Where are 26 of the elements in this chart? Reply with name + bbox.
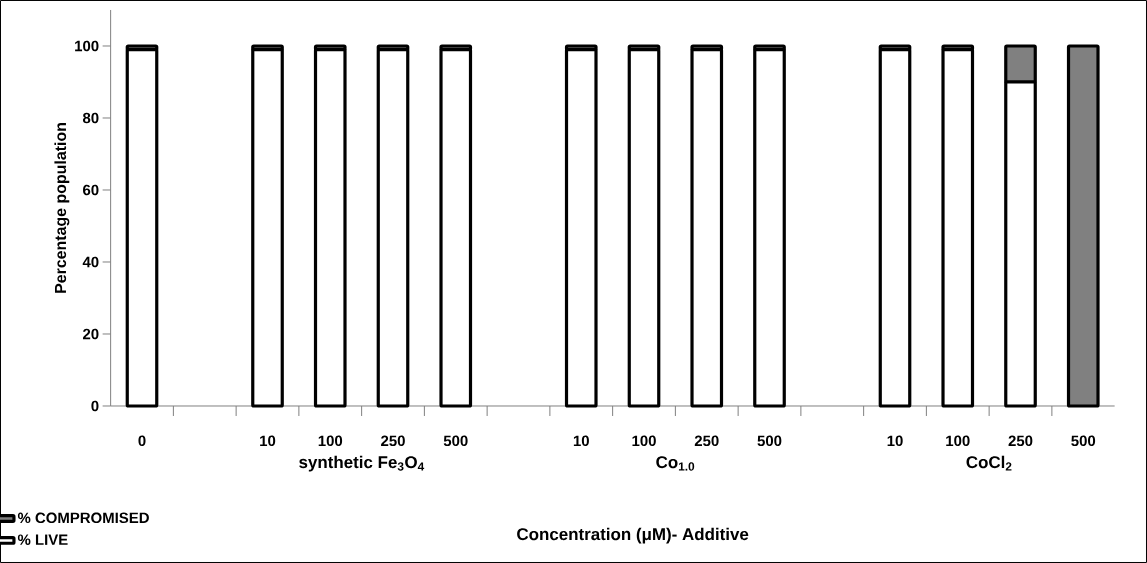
x-tick-label: 250 bbox=[1008, 435, 1033, 447]
x-tick-label: 250 bbox=[694, 435, 719, 447]
x-tick-label: 500 bbox=[757, 435, 782, 447]
text: Co$_{1.0}$ bbox=[656, 456, 695, 471]
x-tick-label: 10 bbox=[260, 435, 276, 447]
legend-label: % LIVE bbox=[17, 534, 68, 545]
y-tick-label: 0 bbox=[91, 400, 99, 412]
y-tick-label: 40 bbox=[82, 256, 99, 268]
x-tick-label: 250 bbox=[381, 435, 405, 447]
y-tick-label: 100 bbox=[75, 40, 99, 52]
y-tick-label: 80 bbox=[82, 112, 99, 124]
x-tick-label: 500 bbox=[1071, 435, 1096, 447]
x-tick-label: 10 bbox=[573, 435, 589, 447]
x-tick-label: 500 bbox=[443, 435, 468, 447]
y-tick-label: 60 bbox=[83, 184, 99, 196]
legend-label: % COMPROMISED bbox=[17, 512, 149, 524]
x-axis-title: Concentration (μM)- Additive bbox=[517, 527, 749, 544]
x-tick-label: 0 bbox=[138, 435, 146, 447]
text: synthetic Fe$_{3}$O$_{4}$ bbox=[299, 455, 425, 472]
text: CoCl$_{2}$ bbox=[966, 455, 1012, 471]
x-tick-label: 10 bbox=[887, 435, 903, 447]
y-tick-label: 20 bbox=[83, 328, 99, 340]
x-tick-label: 100 bbox=[632, 435, 656, 447]
y-axis-title: Percentage population bbox=[54, 123, 70, 293]
x-tick-label: 100 bbox=[946, 435, 970, 447]
x-tick-label: 100 bbox=[318, 435, 343, 447]
